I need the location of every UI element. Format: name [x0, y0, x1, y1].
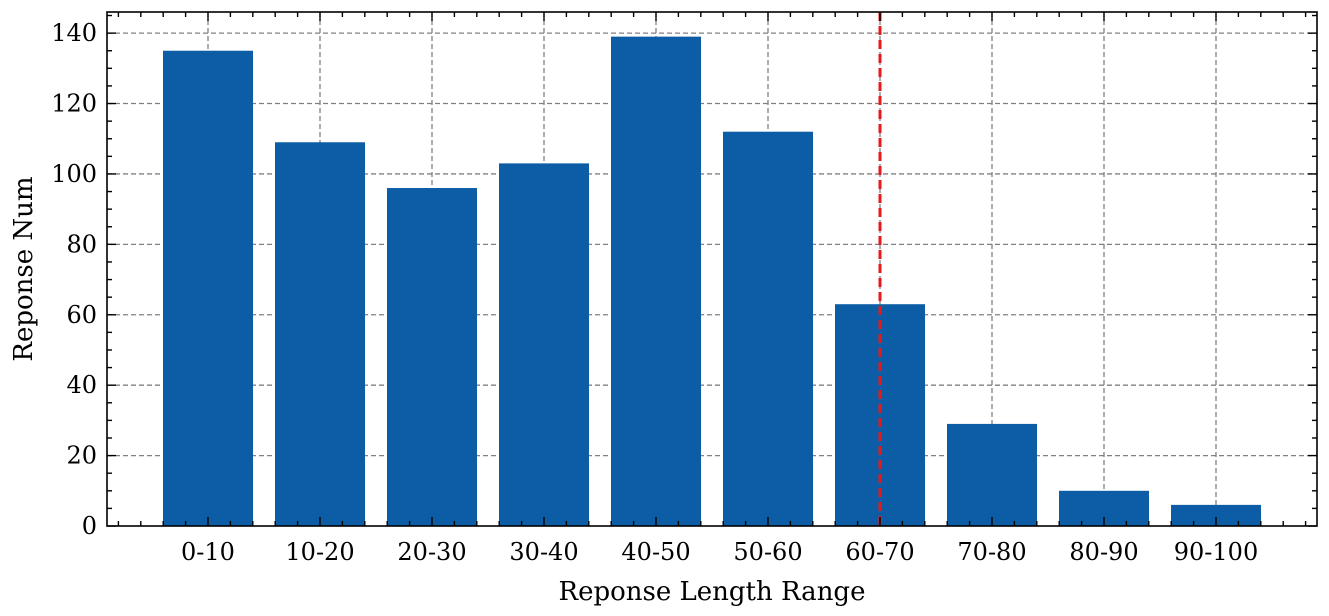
x-tick-label: 40-50 — [621, 538, 690, 566]
bar-90-100 — [1171, 504, 1261, 526]
y-tick-labels: 0 20 40 60 80 100 120 140 — [51, 19, 97, 540]
y-tick-label: 80 — [66, 230, 97, 258]
bar-10-20 — [275, 142, 365, 527]
bar-0-10 — [163, 50, 253, 527]
x-tick-label: 90-100 — [1174, 538, 1258, 566]
ticks — [107, 12, 1317, 527]
x-tick-label: 80-90 — [1069, 538, 1138, 566]
y-tick-label: 60 — [66, 301, 97, 329]
x-tick-label: 60-70 — [845, 538, 914, 566]
bar-20-30 — [387, 188, 477, 526]
y-tick-label: 20 — [66, 442, 97, 470]
x-tick-label: 0-10 — [181, 538, 235, 566]
y-axis-label: Reponse Num — [9, 176, 39, 361]
x-tick-labels: 0-10 10-20 20-30 30-40 40-50 50-60 60-70 70-80 8… — [181, 538, 1258, 566]
y-tick-label: 100 — [51, 160, 97, 188]
x-tick-label: 20-30 — [397, 538, 466, 566]
bar-50-60 — [723, 131, 813, 527]
x-axis-label: Reponse Length Range — [559, 577, 866, 607]
bar-70-80 — [947, 423, 1037, 526]
x-tick-label: 70-80 — [957, 538, 1026, 566]
y-tick-label: 140 — [51, 19, 97, 47]
y-tick-label: 40 — [66, 371, 97, 399]
bars — [163, 36, 1261, 527]
y-tick-label: 0 — [82, 512, 97, 540]
bar-30-40 — [499, 163, 589, 527]
y-tick-label: 120 — [51, 90, 97, 118]
x-tick-label: 30-40 — [509, 538, 578, 566]
x-tick-label: 50-60 — [733, 538, 802, 566]
plot-frame — [106, 11, 1318, 527]
x-tick-label: 10-20 — [285, 538, 354, 566]
bar-40-50 — [611, 36, 701, 527]
